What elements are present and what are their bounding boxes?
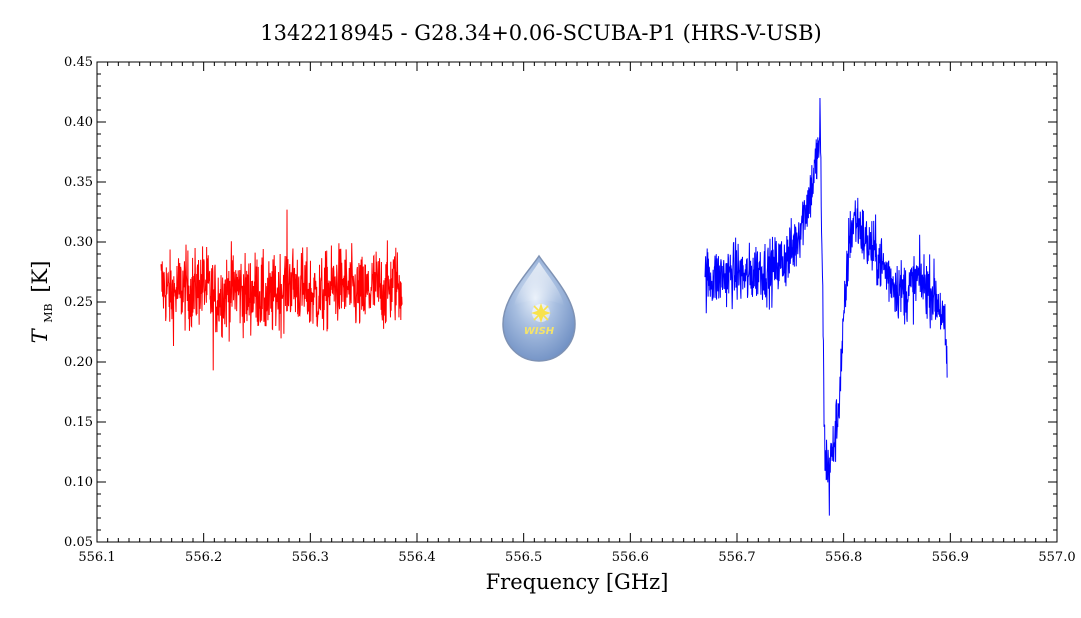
y-tick-label: 0.10	[64, 475, 93, 490]
x-tick-label: 556.8	[825, 550, 862, 565]
x-tick-label: 556.2	[185, 550, 222, 565]
tick-path	[96, 61, 1058, 543]
x-tick-label: 556.6	[612, 550, 649, 565]
y-tick-labels: 0.05 0.10 0.15 0.20 0.25 0.30 0.35 0.40 0.45	[64, 55, 93, 550]
y-axis-label: T MB [K]	[28, 261, 57, 344]
wish-logo: WISH	[502, 254, 576, 362]
series-layer	[160, 97, 948, 516]
logo-text: WISH	[524, 326, 555, 337]
y-tick-label: 0.20	[64, 355, 93, 370]
y-axis-label-unit: [K]	[28, 261, 52, 293]
x-tick-label: 556.4	[398, 550, 435, 565]
tick-marks	[96, 61, 1058, 543]
x-tick-label: 556.5	[505, 550, 542, 565]
y-tick-label: 0.35	[64, 175, 93, 190]
x-tick-labels: 556.1 556.2 556.3 556.4 556.5 556.6 556.7 556.8…	[78, 550, 1075, 565]
chart-title: 1342218945 - G28.34+0.06-SCUBA-P1 (HRS-V…	[260, 21, 822, 45]
y-tick-label: 0.25	[64, 295, 93, 310]
y-tick-label: 0.40	[64, 115, 93, 130]
y-tick-label: 0.30	[64, 235, 93, 250]
star-icon	[531, 303, 551, 323]
x-tick-label: 556.9	[932, 550, 969, 565]
series-line-2	[704, 97, 948, 516]
x-tick-label: 557.0	[1038, 550, 1075, 565]
x-axis-label: Frequency [GHz]	[486, 570, 669, 594]
y-axis-label-main: T	[28, 327, 52, 343]
y-tick-label: 0.05	[64, 535, 93, 550]
y-tick-label: 0.45	[64, 55, 93, 70]
x-tick-label: 556.3	[292, 550, 329, 565]
x-tick-label: 556.1	[78, 550, 115, 565]
series-line-1	[160, 209, 403, 371]
y-tick-label: 0.15	[64, 415, 93, 430]
x-tick-label: 556.7	[718, 550, 755, 565]
y-axis-label-sub: MB	[42, 303, 55, 322]
